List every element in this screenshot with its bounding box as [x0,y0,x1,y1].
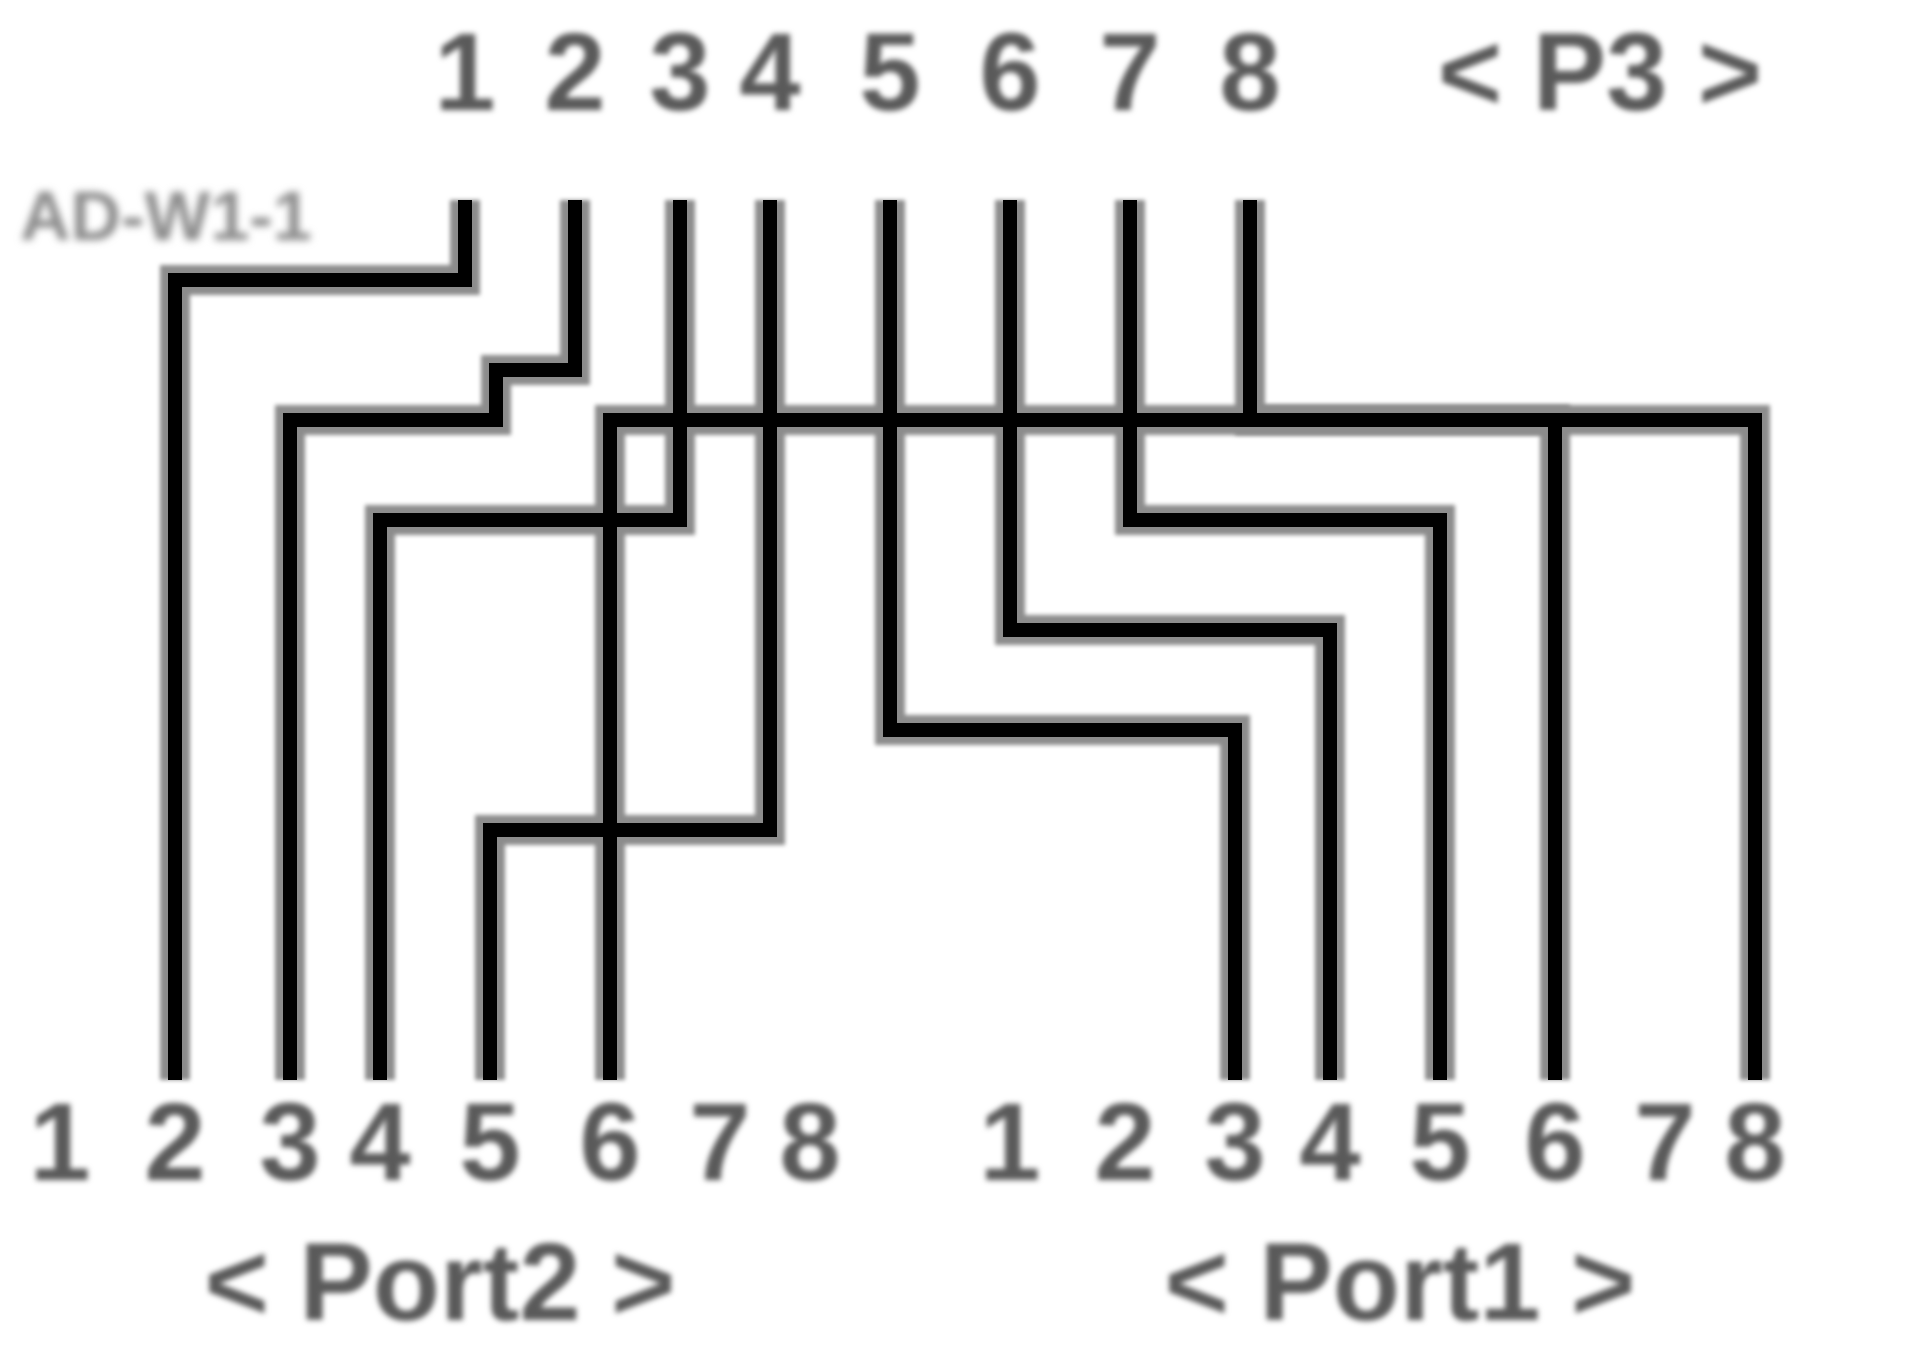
bottom-left-port-pin-2: 2 [144,1081,205,1204]
bottom-left-port-pin-6: 6 [579,1081,640,1204]
wiring-diagram: 12345678< P3 >12345678< Port2 >12345678<… [0,0,1920,1354]
wire [490,200,770,1080]
bottom-right-port-pin-7: 7 [1634,1081,1695,1204]
top-port-label: < P3 > [1438,11,1762,134]
wire [175,200,465,1080]
bottom-left-port-pin-8: 8 [779,1081,840,1204]
top-port-pin-8: 8 [1219,11,1280,134]
wire [290,200,575,1080]
wire [380,200,680,1080]
wire-shadow [1010,200,1330,1080]
top-port-pin-3: 3 [649,11,710,134]
top-port-pin-7: 7 [1099,11,1160,134]
wires-core [175,200,1755,1080]
bottom-right-port-pin-8: 8 [1724,1081,1785,1204]
bottom-right-port-pin-6: 6 [1524,1081,1585,1204]
bottom-left-port-pin-3: 3 [259,1081,320,1204]
bottom-right-port-pin-2: 2 [1094,1081,1155,1204]
bottom-right-port-pin-4: 4 [1299,1081,1360,1204]
top-port-pin-6: 6 [979,11,1040,134]
top-port-pin-4: 4 [739,11,800,134]
bottom-left-port-pin-4: 4 [349,1081,410,1204]
diagram-id-label: AD-W1-1 [20,177,312,255]
bottom-left-port-label: < Port2 > [205,1221,676,1344]
top-port-pin-1: 1 [434,11,495,134]
wire-shadow [380,200,680,1080]
wires-shadow [175,200,1755,1080]
bottom-left-port-pin-7: 7 [689,1081,750,1204]
bottom-left-port-pin-1: 1 [29,1081,90,1204]
bottom-right-port-pin-1: 1 [979,1081,1040,1204]
bottom-right-port-label: < Port1 > [1165,1221,1636,1344]
wire-shadow [490,200,770,1080]
bottom-right-port-pin-3: 3 [1204,1081,1265,1204]
wire-shadow [290,200,575,1080]
top-port-pin-5: 5 [859,11,920,134]
bottom-right-port-pin-5: 5 [1409,1081,1470,1204]
wire-shadow [175,200,465,1080]
bottom-left-port-pin-5: 5 [459,1081,520,1204]
top-port-pin-2: 2 [544,11,605,134]
